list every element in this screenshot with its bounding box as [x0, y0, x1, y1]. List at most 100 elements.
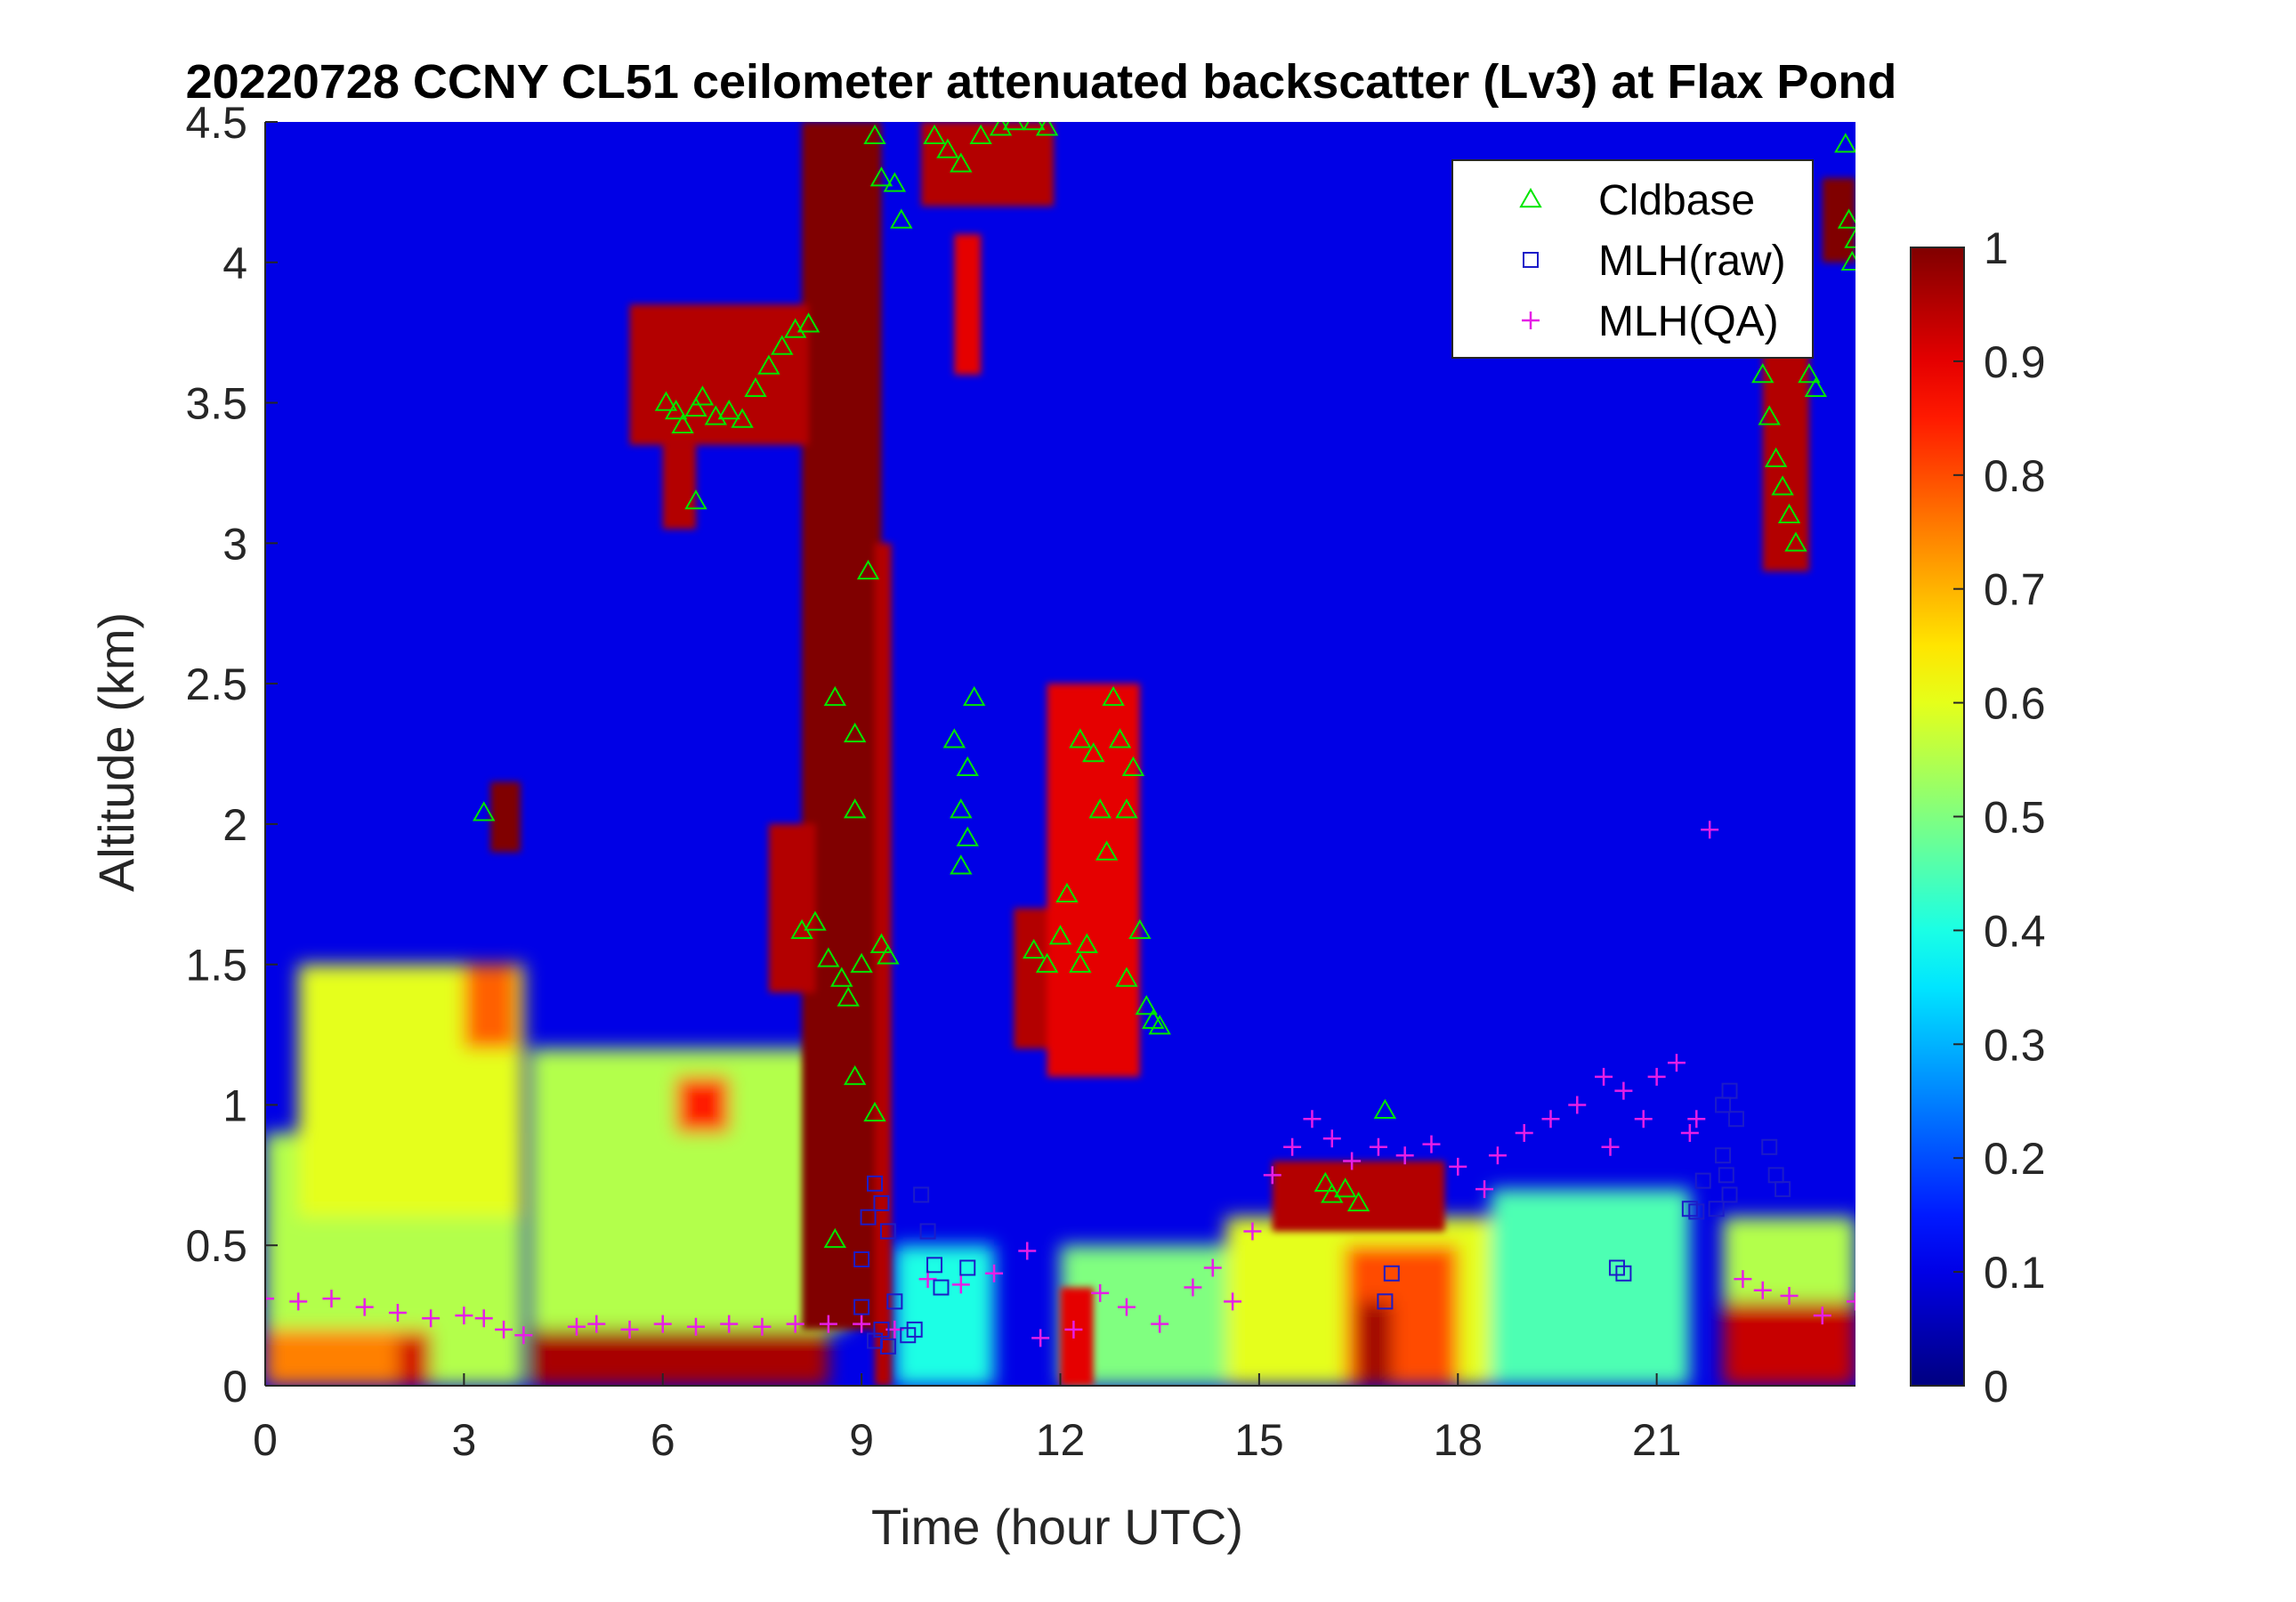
data-point — [1117, 1298, 1136, 1316]
data-point — [1647, 1067, 1666, 1086]
data-point — [1715, 1147, 1732, 1164]
data-point — [1303, 1110, 1322, 1129]
data-point — [1343, 1152, 1362, 1170]
colorbar-tick-label: 1 — [1984, 223, 2009, 273]
cloud-region — [875, 543, 892, 1386]
colorbar: 0 0.1 0.2 0.3 0.4 0.5 0.6 0.7 0.8 0.9 1 — [1910, 223, 2046, 1412]
legend-entry: MLH(QA) — [1522, 298, 1779, 345]
y-tick-label: 4.5 — [185, 98, 247, 148]
data-point — [1346, 1191, 1370, 1212]
legend[interactable]: Cldbase MLH(raw) MLH(QA) — [1451, 159, 1814, 359]
y-axis-label: Altitude (km) — [88, 612, 144, 892]
data-point — [933, 1279, 950, 1296]
data-point — [843, 1064, 867, 1086]
data-point — [587, 1315, 606, 1333]
data-point — [1488, 1146, 1507, 1165]
colorbar-tick-label: 0.9 — [1984, 337, 2046, 387]
y-tick-label: 1.5 — [185, 941, 247, 991]
data-point — [956, 826, 979, 846]
y-tick-label: 4 — [222, 239, 247, 288]
data-point — [817, 947, 840, 967]
data-point — [1383, 1265, 1400, 1282]
cloud-region — [1822, 178, 1855, 263]
data-point — [1022, 122, 1046, 131]
legend-label: MLH(QA) — [1598, 298, 1779, 345]
data-point — [753, 1317, 772, 1336]
data-point — [474, 1309, 493, 1328]
data-point — [1515, 1124, 1533, 1142]
x-tick-label: 21 — [1632, 1415, 1682, 1465]
x-axis-label: Time (hour UTC) — [871, 1499, 1243, 1555]
data-point — [1840, 250, 1855, 271]
data-point — [869, 166, 893, 187]
legend-label: Cldbase — [1598, 177, 1755, 224]
data-point — [1148, 1015, 1171, 1035]
data-point — [1775, 1181, 1791, 1198]
data-point — [1069, 952, 1092, 973]
data-point — [757, 354, 780, 375]
data-point — [455, 1307, 473, 1325]
data-point — [1002, 122, 1026, 131]
colorbar-tick-label: 0.7 — [1984, 565, 2046, 615]
data-point — [1395, 1146, 1414, 1165]
cloud-region — [490, 781, 521, 853]
data-point — [1721, 1082, 1738, 1099]
data-point — [1764, 447, 1788, 467]
data-point — [1064, 1320, 1083, 1339]
axes: 0 3 6 9 12 15 18 21 0 0.5 1 1.5 2 2.5 3 3.5 4 4.5 — [185, 98, 1855, 1465]
data-point — [1203, 1258, 1222, 1277]
data-point — [720, 1315, 739, 1333]
backscatter-clouds — [490, 122, 1855, 1386]
data-point — [1568, 1096, 1587, 1114]
data-point — [771, 335, 794, 355]
data-point — [355, 1298, 374, 1316]
data-point — [1422, 1135, 1441, 1153]
data-point — [877, 944, 900, 965]
data-point — [495, 1320, 513, 1339]
data-point — [1091, 1283, 1110, 1302]
data-point — [1475, 1180, 1494, 1199]
data-point — [1449, 1157, 1467, 1176]
data-point — [853, 1299, 870, 1315]
data-point — [1680, 1124, 1699, 1142]
data-point — [744, 376, 767, 398]
colorbar-tick-label: 0.6 — [1984, 679, 2046, 729]
data-point — [1708, 1201, 1725, 1218]
backscatter-region — [464, 964, 517, 1049]
data-point — [1751, 362, 1775, 384]
x-tick-label: 0 — [253, 1415, 278, 1465]
data-point — [671, 413, 694, 434]
legend-marker — [1522, 312, 1540, 329]
x-tick-label: 3 — [451, 1415, 476, 1465]
data-point — [942, 728, 966, 748]
data-point — [1102, 685, 1125, 707]
data-point — [823, 685, 847, 707]
data-point — [1055, 882, 1079, 903]
cloud-region — [954, 234, 982, 375]
backscatter-region — [397, 1335, 432, 1386]
data-point — [1634, 1110, 1653, 1129]
data-point — [1283, 1137, 1302, 1156]
colorbar-tick-label: 0.1 — [1984, 1248, 2046, 1298]
data-point — [1082, 741, 1105, 763]
data-point — [863, 1101, 886, 1122]
cloud-region — [629, 304, 809, 445]
data-point — [1369, 1137, 1387, 1156]
data-point — [1798, 362, 1821, 384]
data-point — [654, 391, 678, 411]
data-point — [962, 685, 986, 707]
data-point — [289, 1292, 308, 1311]
series-cldbase — [472, 122, 1855, 1249]
colorbar-tick-label: 0.3 — [1984, 1020, 2046, 1070]
data-point — [1263, 1166, 1281, 1185]
data-point — [879, 1338, 896, 1355]
y-tick-label: 1 — [222, 1080, 247, 1130]
data-point — [853, 1315, 871, 1333]
x-tick-label: 6 — [651, 1415, 675, 1465]
data-point — [1115, 798, 1138, 819]
y-tick-label: 3.5 — [185, 379, 247, 429]
cloud-region — [1047, 684, 1140, 1077]
data-point — [1018, 1242, 1037, 1260]
colorbar-tick-label: 0.4 — [1984, 906, 2046, 956]
data-point — [843, 798, 867, 819]
